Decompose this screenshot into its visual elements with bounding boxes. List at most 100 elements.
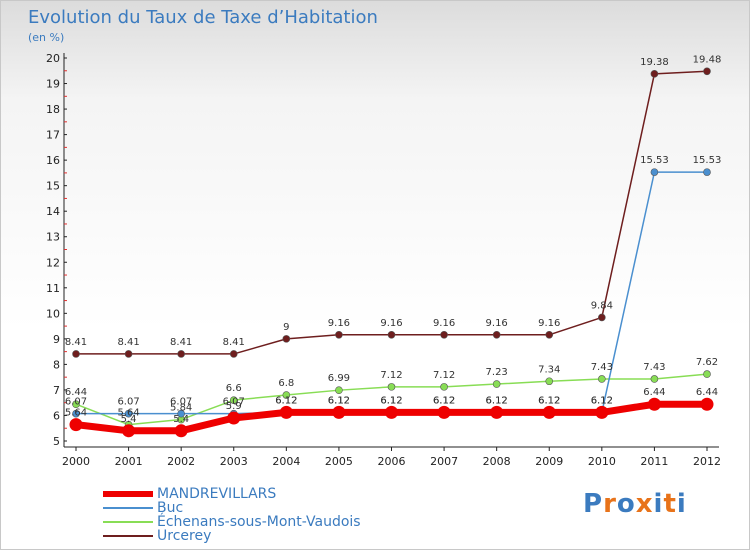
data-label: 6.12 <box>328 395 350 406</box>
data-point <box>72 350 80 358</box>
data-point <box>703 67 711 76</box>
data-label: 6.44 <box>65 387 87 398</box>
data-label: 6.07 <box>223 397 245 408</box>
data-label: 6.12 <box>433 395 455 406</box>
data-point <box>282 391 291 399</box>
data-point <box>598 313 606 322</box>
y-tick-label: 20 <box>46 52 60 65</box>
data-label: 6.07 <box>65 397 87 408</box>
data-label: 6.12 <box>380 395 402 406</box>
data-point <box>545 377 554 386</box>
data-label: 5.4 <box>173 414 189 425</box>
data-point <box>174 424 188 438</box>
y-tick-label: 17 <box>46 129 60 142</box>
y-tick-label: 15 <box>46 180 60 193</box>
y-tick-label: 9 <box>53 333 60 346</box>
data-point <box>492 330 501 339</box>
legend-item: Urcerey <box>103 529 361 543</box>
data-point <box>542 405 556 419</box>
x-tick-label: 2008 <box>483 455 511 468</box>
data-label: 5.84 <box>170 403 192 414</box>
data-point <box>650 70 659 78</box>
data-point <box>700 397 714 411</box>
proxiti-logo: Proxiti <box>583 489 687 519</box>
data-label: 6.12 <box>275 395 297 406</box>
data-point <box>332 405 346 419</box>
data-point <box>335 386 343 394</box>
data-label: 6.07 <box>170 397 192 408</box>
y-tick-label: 5 <box>53 435 60 448</box>
x-tick-label: 2007 <box>430 455 458 468</box>
y-tick-label: 14 <box>46 205 60 218</box>
legend-label: Urcerey <box>157 528 212 544</box>
y-tick-label: 18 <box>46 103 60 116</box>
data-label: 6.44 <box>643 387 665 398</box>
legend-item: Buc <box>103 501 361 515</box>
data-point <box>229 350 238 358</box>
data-point <box>72 400 80 409</box>
x-tick-label: 2001 <box>115 455 143 468</box>
data-point <box>124 409 133 418</box>
data-label: 7.43 <box>643 362 665 373</box>
data-label: 9 <box>283 322 289 333</box>
data-point <box>647 397 661 411</box>
data-label: 6.12 <box>275 395 297 406</box>
chart-title: Evolution du Taux de Taxe d’Habitation <box>28 7 378 28</box>
data-label: 7.12 <box>433 370 455 381</box>
data-point <box>72 409 80 418</box>
data-label: 6.12 <box>433 395 455 406</box>
data-point <box>650 375 659 383</box>
legend-swatch <box>103 521 153 523</box>
data-label: 5.9 <box>226 401 242 412</box>
data-point <box>335 330 343 339</box>
data-label: 7.12 <box>380 370 402 381</box>
logo-letter: P <box>583 489 604 519</box>
data-point <box>437 405 451 419</box>
legend-swatch <box>103 491 153 497</box>
data-label: 7.23 <box>486 367 508 378</box>
data-label: 6.12 <box>380 395 402 406</box>
data-point <box>492 380 501 388</box>
data-label: 5.4 <box>121 414 137 425</box>
logo-letter: o <box>616 489 636 519</box>
data-point <box>177 350 185 358</box>
x-tick-label: 2010 <box>588 455 616 468</box>
x-tick-label: 2004 <box>272 455 300 468</box>
data-point <box>122 424 136 438</box>
data-label: 15.53 <box>693 155 722 166</box>
y-tick-label: 19 <box>46 78 60 91</box>
legend-label: MANDREVILLARS <box>157 486 277 502</box>
data-point <box>440 383 448 391</box>
data-label: 7.62 <box>696 357 718 368</box>
data-label: 6.12 <box>591 395 613 406</box>
data-label: 6.12 <box>591 395 613 406</box>
data-label: 15.53 <box>640 155 669 166</box>
data-label: 6.12 <box>538 395 560 406</box>
data-label: 7.34 <box>538 364 560 375</box>
legend-swatch <box>103 507 153 509</box>
data-label: 19.48 <box>693 54 722 65</box>
data-point <box>440 330 448 339</box>
data-point <box>385 405 398 419</box>
data-point <box>229 396 238 404</box>
data-label: 9.16 <box>328 318 350 329</box>
y-tick-label: 11 <box>46 282 60 295</box>
data-label: 7.43 <box>591 362 613 373</box>
data-label: 6.07 <box>117 397 139 408</box>
data-point <box>703 168 711 176</box>
x-tick-label: 2012 <box>693 455 721 468</box>
data-label: 6.12 <box>486 395 508 406</box>
x-tick-label: 2002 <box>167 455 195 468</box>
x-tick-label: 2006 <box>378 455 406 468</box>
data-label: 19.38 <box>640 57 669 68</box>
legend-item: MANDREVILLARS <box>103 487 361 501</box>
legend-swatch <box>103 535 153 537</box>
data-point <box>387 330 396 339</box>
logo-letter: t <box>663 489 677 519</box>
logo-letter: i <box>676 489 687 519</box>
data-label: 9.16 <box>433 318 455 329</box>
data-label: 6.12 <box>328 395 350 406</box>
y-tick-label: 12 <box>46 256 60 269</box>
